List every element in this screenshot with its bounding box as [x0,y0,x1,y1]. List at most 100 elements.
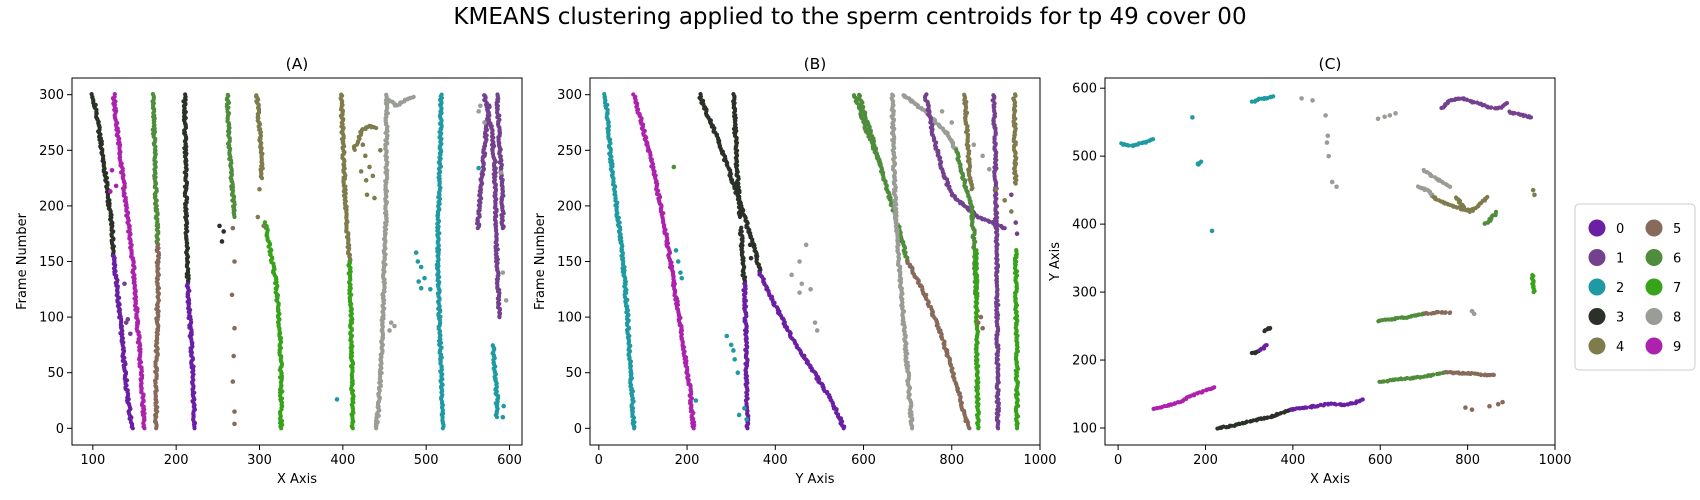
track-cluster-2 [490,343,501,420]
data-point [232,259,237,264]
data-point [1478,372,1484,378]
data-point [1512,111,1517,116]
data-point [367,164,372,170]
y-tick-label: 250 [39,144,64,159]
points-cluster-5 [229,225,237,427]
data-point [418,264,424,270]
track-cluster-1 [1507,109,1534,120]
data-point [971,142,977,148]
data-point [975,320,981,325]
chart-panel-2: 0 200 400 600 800 1000100200300400500600(C)X … [1048,55,1572,487]
track-cluster-5 [152,242,162,431]
data-point [1150,137,1156,142]
data-point [1199,159,1204,164]
data-point [1342,402,1347,407]
data-point [1126,143,1131,148]
data-point [1485,194,1490,200]
data-point [1463,405,1468,410]
data-point [1387,113,1393,118]
x-tick-label: 300 [247,453,272,468]
data-point [1500,399,1505,405]
data-point [1467,209,1472,214]
x-axis-label: X Axis [1310,472,1350,487]
track-cluster-7 [346,260,356,431]
data-point [1212,385,1217,390]
points-cluster-3 [746,228,754,261]
data-point [1326,153,1331,159]
data-point [879,164,884,170]
data-point [360,127,365,132]
y-tick-label: 200 [557,199,582,214]
data-point [1429,173,1434,179]
y-tick-label: 300 [557,88,582,103]
x-tick-label: 0 [1114,453,1122,468]
legend-item-7: 7 [1645,278,1681,296]
panels: 100 200 300 400 500 600050100150200250300(A)X… [15,55,1572,487]
track-cluster-2 [602,91,637,431]
data-point [416,279,421,284]
data-point [1329,179,1335,185]
legend-marker [1645,337,1663,355]
data-point [192,426,197,431]
track-cluster-0 [184,281,198,431]
points-cluster-2 [693,398,699,403]
track-cluster-4 [1431,194,1490,213]
track-cluster-9 [631,92,697,431]
track-cluster-1 [922,92,1007,231]
data-point [217,223,222,229]
track-cluster-0 [1257,342,1269,353]
x-tick-label: 600 [1368,453,1393,468]
x-tick-label: 400 [1280,453,1305,468]
points-cluster-1 [122,281,133,337]
y-tick-label: 300 [39,88,64,103]
track-cluster-8 [889,92,915,431]
data-point [497,315,502,320]
data-point [230,225,236,231]
track-cluster-5 [1443,369,1496,378]
points-cluster-4 [255,186,266,229]
data-point [1531,289,1536,295]
data-point [1190,115,1195,120]
figure-title: KMEANS clustering applied to the sperm c… [453,4,1247,30]
data-point [125,317,131,322]
x-tick-label: 200 [164,453,189,468]
track-cluster-2 [1249,94,1276,104]
legend-label: 3 [1616,311,1624,326]
data-point [231,353,236,359]
track-cluster-3 [1215,407,1293,431]
data-point [1014,426,1020,431]
points-cluster-1 [1009,192,1020,236]
data-point [334,397,340,402]
data-point [482,120,487,125]
track-cluster-6 [1376,311,1427,324]
x-tick-label: 600 [851,453,876,468]
track-cluster-7 [1529,272,1537,295]
track-cluster-8 [386,94,416,108]
data-point [113,183,119,189]
track-cluster-2 [1195,159,1204,167]
track-cluster-3 [1262,326,1273,334]
axes-frame [1104,77,1556,446]
legend-label: 7 [1673,281,1681,296]
y-tick-label: 200 [39,199,64,214]
data-point [1009,192,1014,198]
legend-item-1: 1 [1588,249,1624,267]
legend-item-6: 6 [1645,249,1681,267]
data-point [392,323,397,329]
track-cluster-4 [962,92,975,192]
legend-label: 9 [1673,340,1681,355]
data-point [744,417,749,422]
data-point [1200,388,1206,394]
legend-label: 5 [1673,222,1681,237]
track-cluster-5 [905,259,972,431]
data-point [1310,98,1315,103]
data-point [814,328,820,333]
points-cluster-4 [358,142,383,201]
y-tick-label: 150 [557,255,582,270]
data-point [742,406,747,411]
data-point [679,275,685,281]
data-point [154,426,159,431]
legend-item-4: 4 [1588,337,1624,355]
data-point [632,426,637,431]
data-point [387,328,392,333]
